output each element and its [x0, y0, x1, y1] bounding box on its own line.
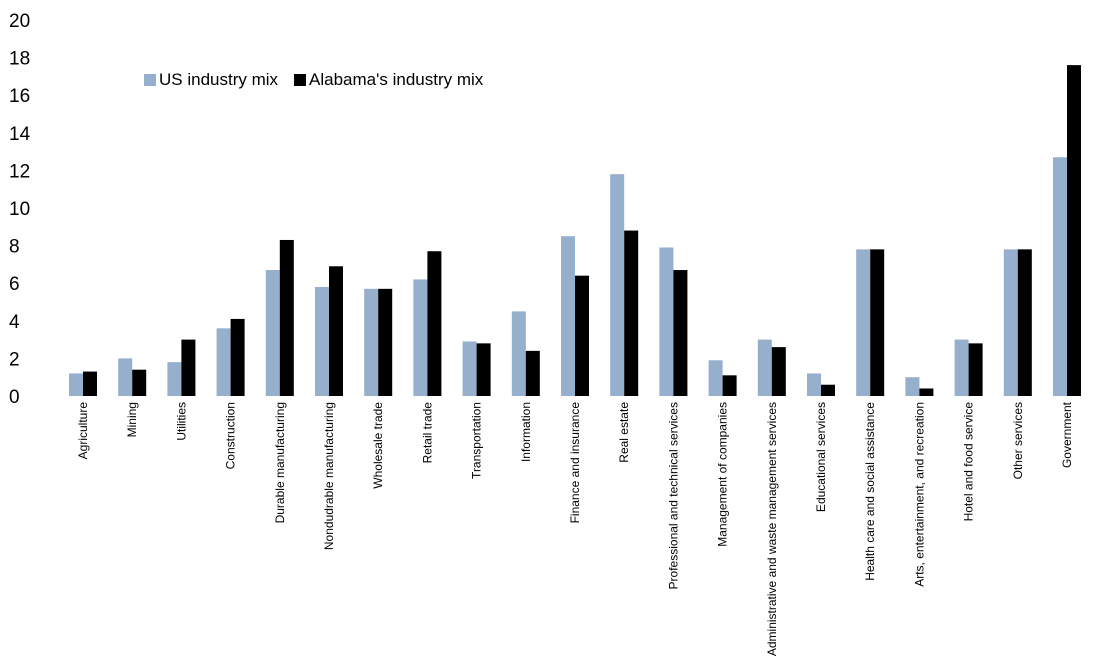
bar-us [954, 339, 969, 396]
bar-us [561, 236, 575, 396]
y-axis: 0 2 4 6 8 10 12 14 16 18 20 [9, 11, 31, 408]
bar-alabama [821, 384, 835, 396]
bar-alabama [919, 388, 934, 396]
x-category-label: Nondudrable manufacturing [322, 402, 336, 550]
x-category-label: Utilities [174, 402, 188, 441]
bar-alabama [771, 347, 786, 396]
bar-us [1003, 249, 1018, 396]
bar-alabama [181, 339, 196, 396]
bar-alabama [968, 343, 983, 396]
x-category-label: Administrative and waste management serv… [765, 402, 779, 656]
x-category-label: Mining [125, 402, 139, 437]
x-category-label: Hotel and food service [962, 402, 976, 522]
y-tick-label: 8 [9, 237, 20, 258]
bar-alabama [329, 266, 343, 396]
y-tick-label: 14 [9, 124, 31, 145]
bar-alabama [1067, 65, 1081, 397]
bar-alabama [525, 350, 540, 396]
bar-us [216, 328, 231, 396]
bar-alabama [1017, 249, 1032, 396]
bar-alabama [476, 343, 491, 396]
bar-us [807, 373, 821, 396]
bar-alabama [132, 369, 147, 396]
y-tick-label: 16 [9, 86, 30, 107]
x-category-label: Wholesale trade [371, 402, 385, 489]
bar-us [856, 249, 871, 396]
x-category-label: Professional and technical services [666, 402, 680, 589]
bars-group [69, 65, 1081, 397]
bar-alabama [673, 270, 688, 396]
x-category-label: Real estate [617, 402, 631, 463]
x-category-label: Transportation [470, 402, 484, 479]
bar-alabama [279, 239, 294, 396]
legend-swatch-alabama [294, 74, 307, 86]
bar-us [708, 360, 723, 396]
y-tick-label: 0 [9, 387, 20, 408]
y-tick-label: 20 [9, 11, 30, 32]
bar-alabama [378, 288, 393, 396]
bar-us [118, 358, 133, 396]
x-category-label: Educational services [814, 402, 828, 512]
x-axis-labels: Agriculture Mining Utilities Construction Du… [76, 401, 1074, 656]
bar-alabama [83, 371, 97, 396]
x-category-label: Information [519, 402, 533, 462]
y-tick-label: 6 [9, 274, 20, 295]
bar-us [659, 247, 674, 396]
y-tick-label: 12 [9, 161, 30, 182]
bar-us [905, 377, 920, 396]
bar-alabama [722, 375, 737, 396]
bar-alabama [427, 251, 442, 396]
bar-us [265, 270, 280, 396]
bar-alabama [230, 318, 245, 396]
x-category-label: Agriculture [76, 402, 90, 460]
y-tick-label: 10 [9, 199, 30, 220]
x-category-label: Government [1060, 401, 1074, 468]
y-tick-label: 18 [9, 49, 30, 70]
bar-alabama [575, 275, 589, 396]
bar-us [610, 174, 625, 396]
bar-us [757, 339, 772, 396]
x-category-label: Retail trade [420, 402, 434, 464]
legend: US industry mix Alabama's industry mix [144, 70, 499, 90]
bar-us [462, 341, 477, 396]
legend-label-us: US industry mix [159, 70, 279, 89]
bar-alabama [870, 249, 885, 396]
bar-us [69, 373, 83, 396]
bar-us [413, 279, 428, 396]
y-tick-label: 2 [9, 349, 20, 370]
x-category-label: Construction [224, 402, 238, 469]
y-tick-label: 4 [9, 312, 20, 333]
bar-us [1053, 157, 1067, 396]
x-category-label: Finance and insurance [568, 402, 582, 524]
bar-alabama [624, 230, 639, 396]
x-category-label: Arts, entertainment, and recreation [912, 402, 926, 587]
x-category-label: Management of companies [716, 402, 730, 547]
bar-us [315, 286, 329, 396]
x-category-label: Health care and social assistance [863, 402, 877, 581]
x-category-label: Durable manufacturing [273, 402, 287, 523]
legend-item-us: US industry mix [144, 70, 278, 90]
x-category-label: Other services [1011, 402, 1025, 479]
legend-item-alabama: Alabama's industry mix [294, 70, 483, 90]
legend-swatch-us [144, 74, 156, 86]
legend-label-alabama: Alabama's industry mix [309, 70, 484, 89]
bar-us [167, 362, 182, 396]
bar-us [511, 311, 526, 396]
bar-us [364, 288, 379, 396]
